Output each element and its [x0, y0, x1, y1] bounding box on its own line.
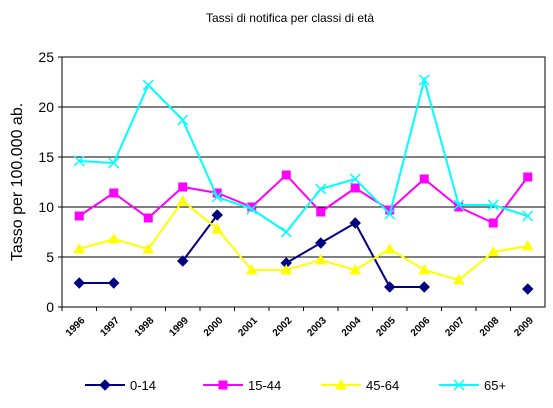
- x-tick-label: 2002: [271, 315, 295, 339]
- marker: [107, 232, 120, 244]
- marker: [142, 242, 155, 254]
- y-tick-label: 5: [46, 249, 54, 265]
- marker: [349, 173, 361, 185]
- marker: [350, 183, 360, 193]
- marker: [521, 239, 534, 251]
- marker: [211, 209, 223, 221]
- y-tick-label: 25: [38, 49, 54, 65]
- x-tick-label: 1997: [98, 315, 122, 339]
- marker: [487, 199, 499, 211]
- marker: [418, 263, 431, 275]
- marker: [349, 263, 362, 275]
- marker: [74, 211, 84, 221]
- marker: [73, 242, 86, 254]
- x-tick-label: 1999: [167, 315, 191, 339]
- marker: [335, 378, 347, 390]
- y-tick-label: 20: [38, 99, 54, 115]
- marker: [143, 213, 153, 223]
- x-tick-label: 1998: [133, 315, 157, 339]
- marker: [177, 255, 189, 267]
- marker: [108, 277, 120, 289]
- marker: [384, 208, 396, 220]
- y-tick-label: 0: [46, 299, 54, 315]
- marker: [281, 170, 291, 180]
- marker: [418, 74, 430, 86]
- marker: [73, 277, 85, 289]
- marker: [108, 157, 120, 169]
- marker: [314, 253, 327, 265]
- marker: [384, 281, 396, 293]
- marker: [315, 237, 327, 249]
- marker: [452, 273, 465, 285]
- marker: [177, 114, 189, 126]
- y-tick-label: 10: [38, 199, 54, 215]
- marker: [349, 217, 361, 229]
- marker: [488, 218, 498, 228]
- marker: [487, 245, 500, 257]
- marker: [316, 207, 326, 217]
- marker: [453, 379, 465, 391]
- marker: [280, 226, 292, 238]
- x-tick-label: 2006: [409, 315, 433, 339]
- marker: [315, 183, 327, 195]
- legend-label: 65+: [484, 378, 506, 393]
- marker: [522, 210, 534, 222]
- series-line: [78, 199, 528, 282]
- legend-label: 0-14: [130, 378, 156, 393]
- x-tick-label: 2003: [305, 315, 329, 339]
- legend-label: 45-64: [366, 378, 399, 393]
- marker: [178, 182, 188, 192]
- marker: [211, 191, 223, 203]
- marker: [245, 263, 258, 275]
- marker: [211, 222, 224, 234]
- x-tick-label: 2007: [443, 315, 467, 339]
- legend-label: 15-44: [248, 378, 281, 393]
- x-tick-label: 2008: [478, 315, 502, 339]
- marker: [218, 380, 228, 390]
- series-line: [78, 173, 529, 225]
- marker: [142, 79, 154, 91]
- x-tick-label: 2009: [512, 315, 536, 339]
- y-axis-label: Tasso per 100.000 ab.: [9, 103, 26, 261]
- marker: [280, 263, 293, 275]
- marker: [419, 174, 429, 184]
- marker: [246, 203, 258, 215]
- x-tick-label: 2005: [374, 315, 398, 339]
- marker: [522, 283, 534, 295]
- marker: [109, 188, 119, 198]
- marker: [99, 379, 111, 391]
- x-tick-label: 1996: [64, 315, 88, 339]
- x-tick-label: 2004: [340, 315, 364, 339]
- y-tick-label: 15: [38, 149, 54, 165]
- marker: [383, 242, 396, 254]
- series-line: [79, 76, 529, 234]
- chart-title: Tassi di notifica per classi di età: [206, 11, 374, 25]
- marker: [453, 199, 465, 211]
- x-tick-label: 2001: [236, 315, 260, 339]
- marker: [523, 172, 533, 182]
- marker: [176, 194, 189, 206]
- x-tick-label: 2000: [202, 315, 226, 339]
- marker: [73, 155, 85, 167]
- marker: [418, 281, 430, 293]
